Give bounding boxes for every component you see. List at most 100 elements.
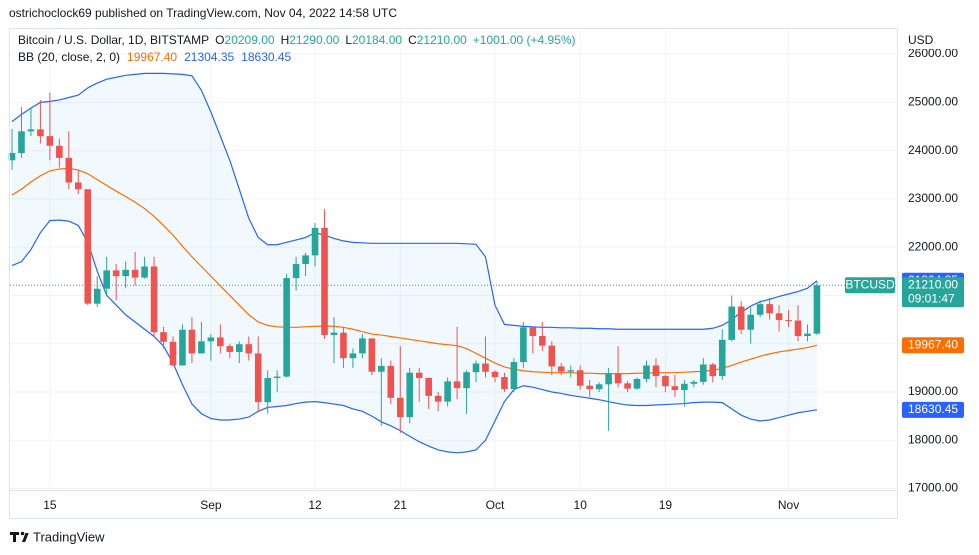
ohlc-value: 20209.00 [225, 33, 275, 47]
change: +1001.00 (+4.95%) [473, 33, 576, 47]
candle-body [766, 304, 773, 314]
countdown: 09:01:47 [908, 291, 955, 305]
y-tick-label: 19000.00 [908, 384, 958, 398]
symbol-tag-label: BTCUSD [845, 277, 895, 291]
candle-body [169, 341, 177, 366]
candle-body [27, 129, 35, 132]
candle-body [491, 371, 499, 378]
x-tick-label: Nov [778, 498, 799, 512]
candle-body [74, 182, 82, 190]
candle-body [444, 381, 451, 402]
tradingview-logo [10, 531, 29, 542]
candle-body [378, 365, 385, 372]
ohlc-key: C [408, 33, 417, 47]
candle-body [482, 363, 489, 372]
ohlc-key: H [281, 33, 290, 47]
candle-body [8, 153, 16, 161]
x-tick-label: 10 [574, 498, 588, 512]
candle-body [321, 227, 328, 336]
candle-body [368, 338, 376, 372]
candle-body [520, 327, 527, 363]
candle-body [652, 365, 660, 377]
candle-body [283, 278, 290, 377]
band-line [11, 72, 818, 330]
candle-body [359, 338, 366, 354]
brand: TradingView [33, 529, 105, 544]
y-tick-label: 18000.00 [908, 432, 958, 446]
x-tick-label: 21 [394, 498, 408, 512]
candle-body [93, 288, 101, 304]
indicator-value: 19967.40 [127, 50, 177, 64]
candle-body [539, 336, 546, 346]
candle-body [160, 332, 167, 342]
candle-body [472, 363, 480, 373]
candle-body [330, 332, 338, 336]
candle-body [56, 145, 63, 158]
candle-body [150, 266, 158, 333]
candle-body [709, 364, 717, 377]
ohlc-key: L [345, 33, 352, 47]
candle-body [501, 377, 508, 390]
candle-body [453, 381, 461, 389]
candle-body [557, 366, 565, 372]
band-line [11, 219, 818, 454]
candle-body [18, 131, 25, 154]
candle-body [595, 384, 603, 390]
candle-body [794, 320, 802, 336]
candle-body [37, 129, 44, 137]
candle-body [311, 227, 319, 256]
candle-body [728, 306, 736, 340]
candle-body [179, 329, 186, 366]
candle-body [387, 365, 395, 398]
candle-body [718, 339, 726, 377]
price-tag [902, 401, 964, 418]
candle-body [633, 378, 641, 389]
band-fill [12, 73, 817, 453]
band-line [11, 167, 818, 375]
candle-body [302, 255, 309, 265]
candle-body [141, 266, 148, 278]
candle-body [624, 383, 631, 389]
candle-body [567, 370, 575, 372]
candle-body [700, 364, 707, 382]
candle-body [548, 345, 556, 367]
indicator-value: 21304.35 [184, 50, 234, 64]
candle-body [576, 370, 584, 386]
candle-body [264, 378, 271, 403]
candle-body [510, 362, 518, 390]
candle-body [273, 376, 281, 378]
candle-body [690, 381, 698, 384]
candle-body [747, 314, 754, 330]
candle-body [756, 304, 764, 315]
candle-body [529, 327, 537, 336]
candle-body [292, 264, 300, 279]
candle-body [425, 378, 432, 396]
candle-body [415, 372, 423, 378]
candle-body [188, 329, 196, 354]
candle-body [131, 269, 139, 278]
candle-body [217, 337, 224, 347]
y-tick-label: 24000.00 [908, 143, 958, 157]
ohlc-key: O [215, 33, 224, 47]
price-tag-label: 19967.40 [908, 337, 958, 351]
candle-body [245, 344, 253, 354]
plot-area [8, 28, 897, 490]
indicator-name: BB (20, close, 2, 0) [18, 50, 120, 64]
y-tick-label: 17000.00 [908, 481, 958, 495]
y-tick-label: 22000.00 [908, 239, 958, 253]
candle-body [671, 386, 679, 391]
candle-body [122, 269, 129, 277]
candle-body [737, 306, 745, 330]
currency: USD [908, 33, 934, 47]
candle-body [396, 397, 404, 418]
symbol-tag [845, 277, 895, 294]
y-tick-label: 26000.00 [908, 46, 958, 60]
candle-body [605, 373, 612, 385]
x-tick-label: Sep [200, 498, 222, 512]
candle-body [662, 376, 669, 387]
candle-body [775, 313, 783, 321]
ohlc-value: 21210.00 [417, 33, 467, 47]
price-tag [902, 337, 964, 354]
x-tick-label: 15 [43, 498, 57, 512]
